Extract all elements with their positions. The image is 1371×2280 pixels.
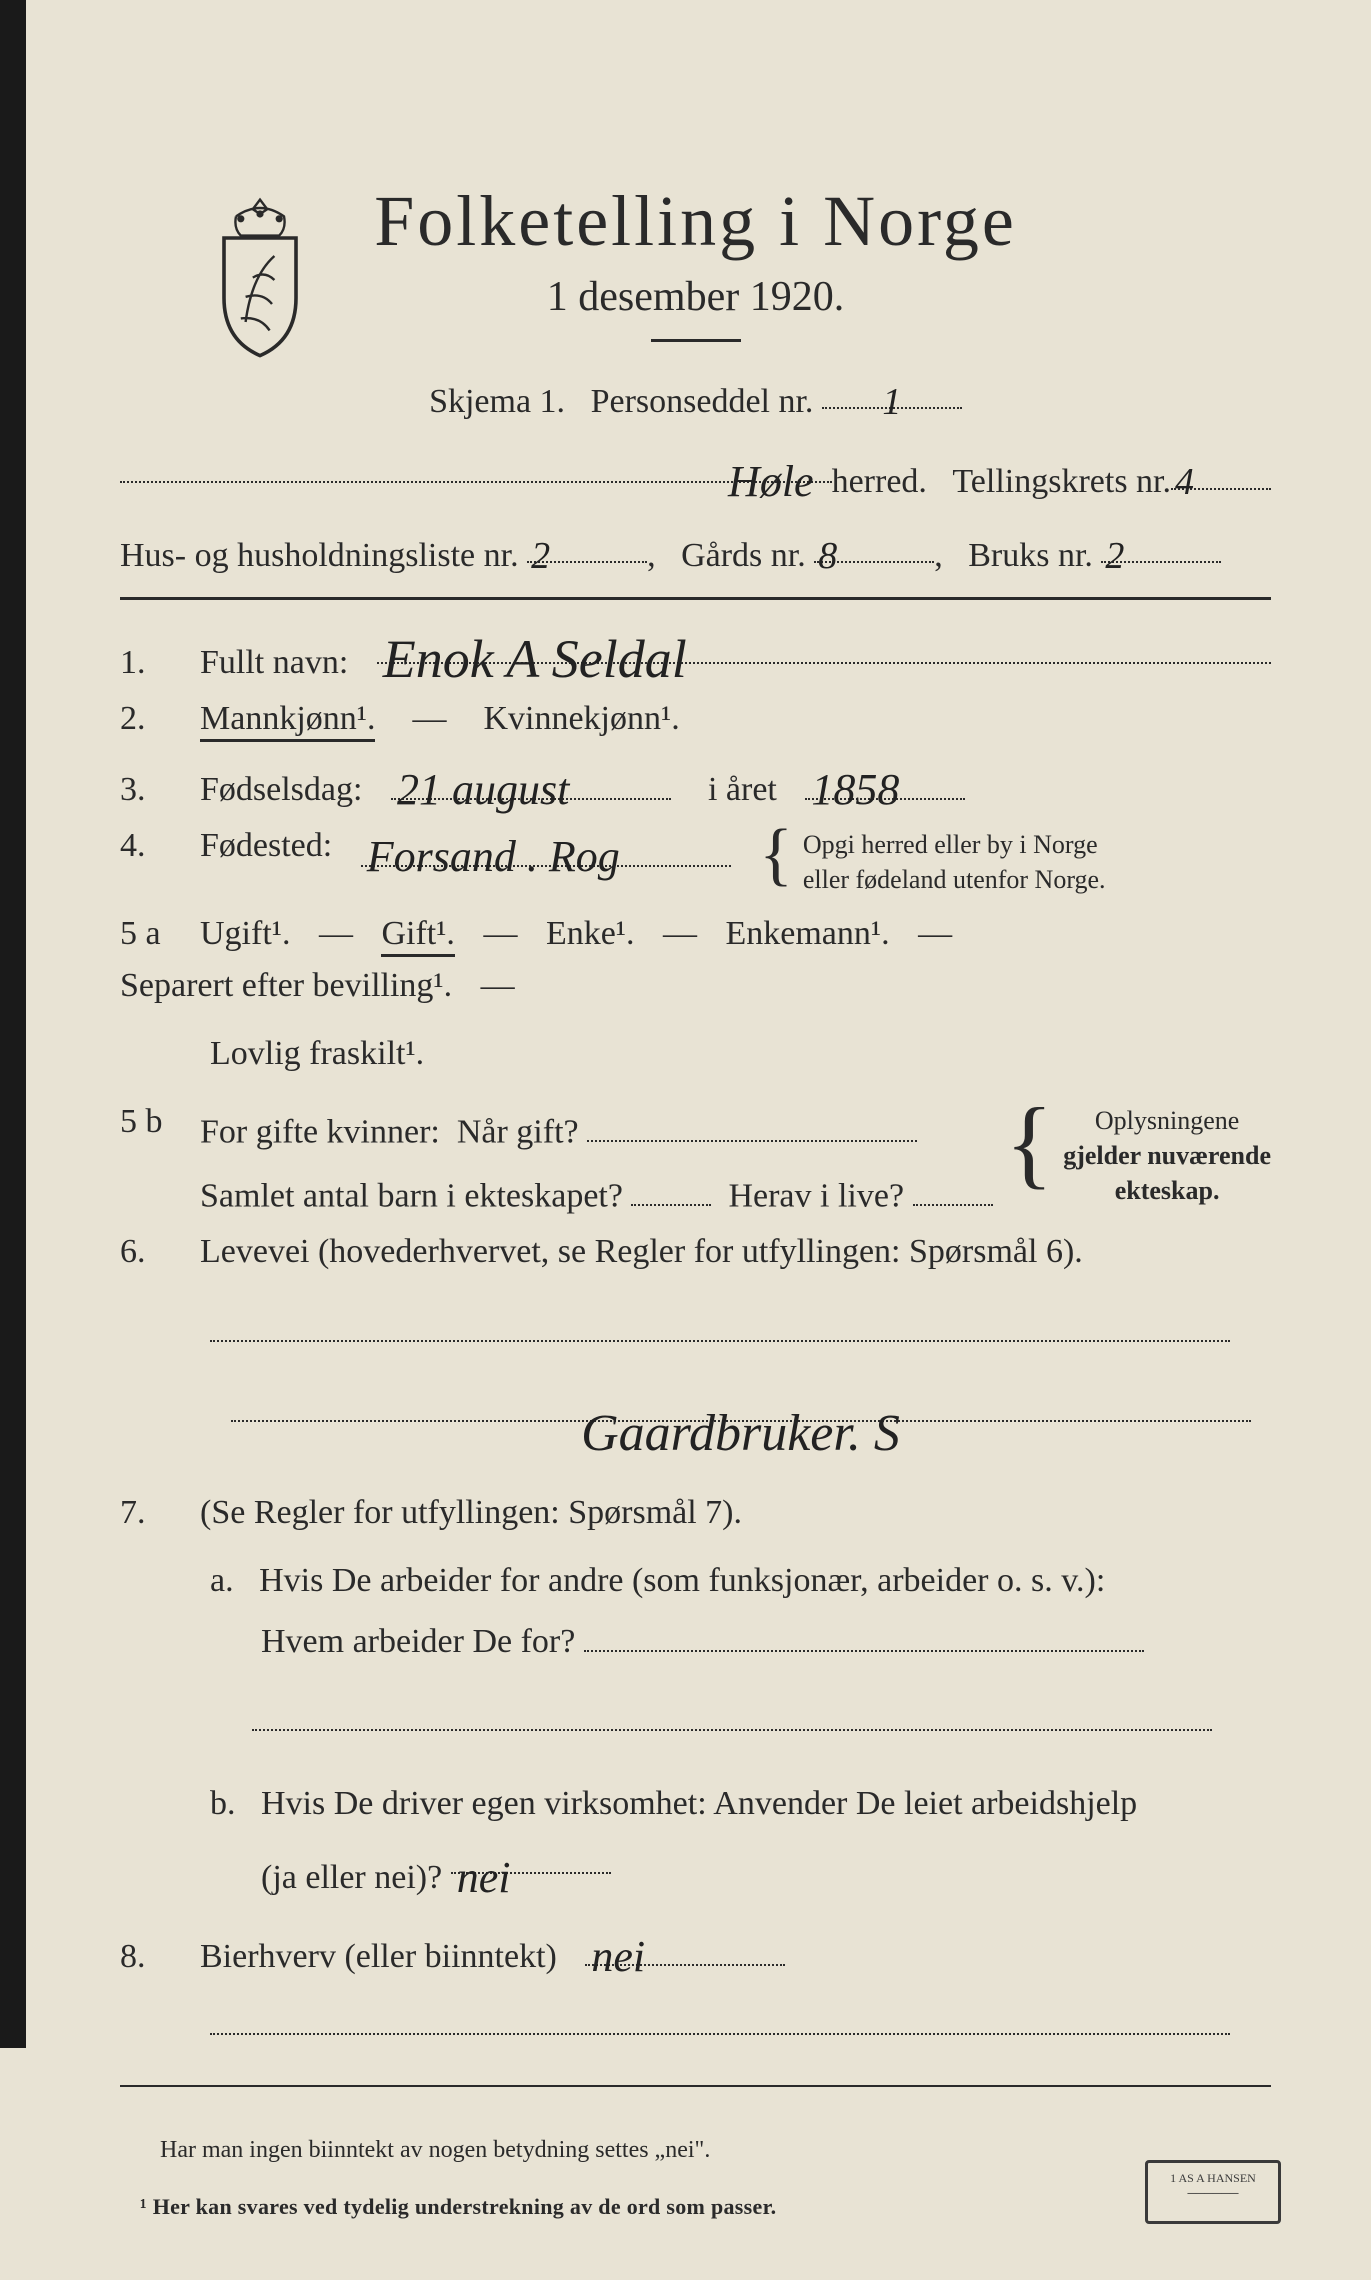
brace-icon: { <box>1005 1103 1053 1183</box>
q2-mann: Mannkjønn¹. <box>200 700 375 742</box>
skjema-label: Skjema 1. <box>429 383 565 420</box>
q3-num: 3. <box>120 771 190 809</box>
q3-row: 3. Fødselsdag: 21 august i året 1858 <box>120 760 1271 809</box>
q1-value: Enok A Seldal <box>377 629 693 689</box>
skjema-line: Skjema 1. Personseddel nr. 1 <box>120 370 1271 429</box>
footnote-1: Har man ingen biinntekt av nogen betydni… <box>160 2137 1271 2164</box>
q5a-gift: Gift¹. <box>381 915 454 957</box>
q5a-enke: Enke¹. <box>546 915 635 953</box>
bruks-nr: 2 <box>1101 535 1128 577</box>
herred-label: herred. <box>832 455 927 509</box>
q7a-num: a. <box>210 1562 234 1599</box>
q6-value: Gaardbruker. S <box>575 1405 906 1462</box>
q5b-note1: Oplysningene <box>1095 1106 1239 1135</box>
q2-num: 2. <box>120 700 190 738</box>
q7b-text: Hvis De driver egen virksomhet: Anvender… <box>261 1785 1137 1822</box>
q5b-nar: Når gift? <box>457 1113 579 1150</box>
coat-of-arms-icon <box>200 190 320 360</box>
q8-row: 8. Bierhverv (eller biinntekt) nei <box>120 1927 1271 1976</box>
q8-value: nei <box>585 1932 651 1981</box>
hus-label: Hus- og husholdningsliste nr. <box>120 537 519 574</box>
q5b-barn: Samlet antal barn i ekteskapet? <box>200 1177 623 1214</box>
q4-note1: Opgi herred eller by i Norge <box>803 830 1098 859</box>
q7-num: 7. <box>120 1494 190 1532</box>
q5b-num: 5 b <box>120 1103 190 1141</box>
q4-value: Forsand . Rog <box>361 832 626 881</box>
q1-row: 1. Fullt navn: Enok A Seldal <box>120 624 1271 682</box>
q8-label: Bierhverv (eller biinntekt) <box>200 1938 557 1976</box>
herred-value: Høle <box>722 457 820 506</box>
tellingskrets-nr: 4 <box>1171 461 1198 503</box>
q5a-sep: Separert efter bevilling¹. <box>120 967 452 1005</box>
gards-label: Gårds nr. <box>681 537 806 574</box>
q4-label: Fødested: <box>200 827 332 865</box>
q7a-q: Hvem arbeider De for? <box>261 1623 575 1660</box>
q3-year: 1858 <box>805 765 905 814</box>
q3-label: Fødselsdag: <box>200 771 362 809</box>
q1-label: Fullt navn: <box>200 644 348 682</box>
q5a-row: 5 a Ugift¹. — Gift¹. — Enke¹. — Enkemann… <box>120 915 1271 1005</box>
q7b-num: b. <box>210 1785 236 1822</box>
brace-icon: { <box>759 827 793 883</box>
personseddel-label: Personseddel nr. <box>591 383 814 420</box>
title-rule <box>651 339 741 342</box>
q2-kvinne: Kvinnekjønn¹. <box>483 700 679 738</box>
bruks-label: Bruks nr. <box>968 537 1093 574</box>
q5a-fraskilt: Lovlig fraskilt¹. <box>210 1023 1271 1084</box>
hus-line: Hus- og husholdningsliste nr. 2, Gårds n… <box>120 524 1271 583</box>
hus-nr: 2 <box>527 535 554 577</box>
q7b: b. Hvis De driver egen virksomhet: Anven… <box>210 1773 1271 1908</box>
q4-note: Opgi herred eller by i Norge eller fødel… <box>803 827 1106 897</box>
q5a-ugift: Ugift¹. <box>200 915 290 953</box>
archive-stamp: 1 AS A HANSEN────── <box>1145 2160 1281 2224</box>
q2-dash: — <box>412 700 446 738</box>
tellingskrets-label: Tellingskrets nr. <box>952 455 1171 509</box>
q4-num: 4. <box>120 827 190 865</box>
q6-num: 6. <box>120 1233 190 1271</box>
q6-row: 6. Levevei (hovederhvervet, se Regler fo… <box>120 1233 1271 1271</box>
q3-day: 21 august <box>391 765 575 814</box>
q5a-num: 5 a <box>120 915 190 953</box>
q5b-herav: Herav i live? <box>728 1177 904 1214</box>
q5b-label: For gifte kvinner: <box>200 1113 440 1150</box>
q1-num: 1. <box>120 644 190 682</box>
gards-nr: 8 <box>814 535 841 577</box>
q7b-val: nei <box>451 1853 517 1902</box>
q7b-q: (ja eller nei)? <box>261 1859 442 1896</box>
q3-mid: i året <box>708 771 777 809</box>
q8-num: 8. <box>120 1938 190 1976</box>
q4-note2: eller fødeland utenfor Norge. <box>803 865 1106 894</box>
herred-line: Høle herred. Tellingskrets nr. 4 <box>120 443 1271 509</box>
q7-row: 7. (Se Regler for utfyllingen: Spørsmål … <box>120 1494 1271 1532</box>
q5b-note2: gjelder nuværende <box>1063 1141 1271 1170</box>
divider <box>120 597 1271 600</box>
q7a-text: Hvis De arbeider for andre (som funksjon… <box>259 1562 1105 1599</box>
q4-row: 4. Fødested: Forsand . Rog { Opgi herred… <box>120 827 1271 897</box>
footnote-2: ¹ Her kan svares ved tydelig understrekn… <box>140 2194 1271 2220</box>
q6-label: Levevei (hovederhvervet, se Regler for u… <box>200 1233 1083 1271</box>
q5b-note3: ekteskap. <box>1115 1176 1220 1205</box>
personseddel-nr: 1 <box>878 381 905 423</box>
divider <box>120 2085 1271 2087</box>
q5b-note: Oplysningene gjelder nuværende ekteskap. <box>1063 1103 1271 1208</box>
q7a: a. Hvis De arbeider for andre (som funks… <box>210 1550 1271 1752</box>
q5b-row: 5 b For gifte kvinner: Når gift? Samlet … <box>120 1103 1271 1216</box>
q7-label: (Se Regler for utfyllingen: Spørsmål 7). <box>200 1494 742 1532</box>
q5a-enkemann: Enkemann¹. <box>726 915 890 953</box>
q2-row: 2. Mannkjønn¹. — Kvinnekjønn¹. <box>120 700 1271 742</box>
